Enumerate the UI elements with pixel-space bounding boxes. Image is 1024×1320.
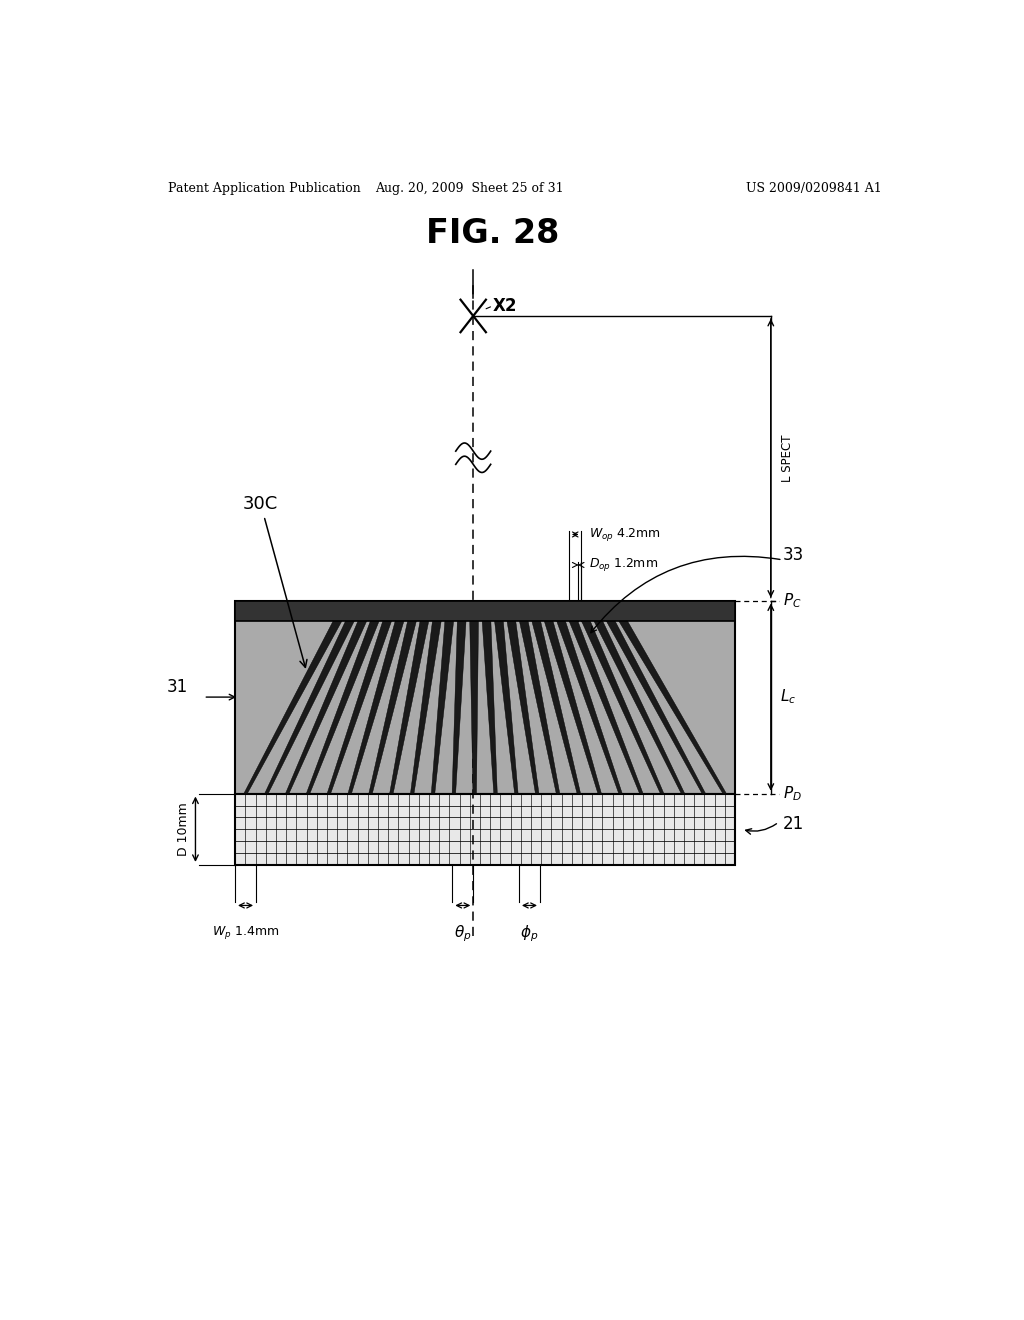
Text: 21: 21 [782,816,804,833]
Text: 33: 33 [782,545,804,564]
Polygon shape [519,620,560,793]
Polygon shape [327,620,391,793]
Text: D 10mm: D 10mm [177,803,190,857]
Polygon shape [453,620,466,793]
Text: 31: 31 [166,678,187,696]
Polygon shape [369,620,417,793]
Polygon shape [306,620,379,793]
Polygon shape [594,620,685,793]
Polygon shape [470,620,478,793]
Text: $\theta_p$: $\theta_p$ [454,924,472,944]
Polygon shape [264,620,354,793]
Polygon shape [348,620,404,793]
Text: $W_{op}$ 4.2mm: $W_{op}$ 4.2mm [590,525,662,543]
Text: $\phi_p$: $\phi_p$ [520,924,539,944]
Text: $W_p$ 1.4mm: $W_p$ 1.4mm [212,924,280,941]
Text: $D_{op}$ 1.2mm: $D_{op}$ 1.2mm [590,557,658,573]
Polygon shape [606,620,706,793]
Polygon shape [286,620,367,793]
Text: $P_D$: $P_D$ [782,784,802,803]
Polygon shape [431,620,454,793]
Polygon shape [569,620,643,793]
Polygon shape [618,620,726,793]
Text: $L_c$: $L_c$ [780,688,797,706]
Polygon shape [411,620,441,793]
Polygon shape [495,620,518,793]
Bar [236,601,735,620]
Text: X2: X2 [494,297,517,314]
Bar [236,601,735,793]
Polygon shape [531,620,581,793]
Text: L SPECT: L SPECT [781,434,795,482]
Text: FIG. 28: FIG. 28 [426,218,560,251]
Bar [236,793,735,865]
Polygon shape [244,620,342,793]
Text: 30C: 30C [243,495,307,668]
Polygon shape [557,620,623,793]
Text: Patent Application Publication: Patent Application Publication [168,182,360,195]
Polygon shape [507,620,539,793]
Text: Aug. 20, 2009  Sheet 25 of 31: Aug. 20, 2009 Sheet 25 of 31 [375,182,563,195]
Polygon shape [389,620,429,793]
Text: US 2009/0209841 A1: US 2009/0209841 A1 [746,182,882,195]
Polygon shape [582,620,664,793]
Text: $P_C$: $P_C$ [782,591,802,610]
Polygon shape [482,620,498,793]
Polygon shape [544,620,601,793]
